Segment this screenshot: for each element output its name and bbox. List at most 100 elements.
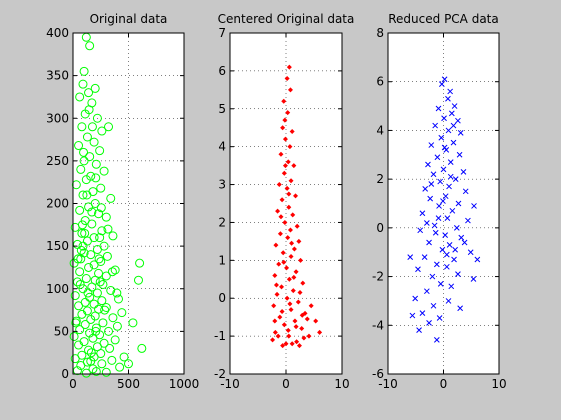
data-point [97,296,107,306]
data-point [286,333,292,339]
data-point [288,307,294,313]
data-point [433,337,440,343]
data-point [438,134,445,141]
data-point [128,318,138,328]
data-point [452,246,459,253]
data-point [444,215,451,221]
data-point [446,242,453,248]
data-point [81,368,91,378]
data-point [87,207,97,217]
data-point [78,241,88,251]
y-tick-label: 6 [218,64,226,78]
data-point [417,227,424,234]
x-tick-label: -10 [220,377,240,391]
data-point [273,242,279,248]
data-point [423,220,430,226]
data-point [297,290,303,296]
data-point [75,267,85,277]
chart-title: Centered Original data [218,12,355,26]
data-point [124,359,133,369]
x-tick-label: 10 [491,377,506,391]
data-point [92,113,102,123]
data-point [280,250,286,256]
data-point [73,254,83,264]
data-point [95,233,105,243]
y-tick-label: 1 [218,253,226,267]
data-point [294,339,300,345]
data-point [282,117,288,123]
data-point [137,343,147,353]
data-point [287,87,293,93]
y-tick-label: 200 [46,197,69,211]
data-point [421,254,428,260]
data-point [296,238,302,244]
data-point [446,183,452,190]
data-point [97,226,107,236]
data-point [280,125,286,131]
data-point [299,326,305,332]
data-point [273,282,279,288]
data-point [416,327,422,334]
data-point [422,186,429,192]
data-point [75,205,85,215]
data-point [286,204,292,210]
data-point [458,234,465,241]
y-tick-label: 2 [376,172,384,186]
data-point [110,265,120,275]
y-tick-label: 8 [376,26,384,40]
chart-title: Reduced PCA data [388,12,498,26]
data-point [432,122,439,129]
data-point [81,175,91,185]
data-point [71,318,81,328]
data-point [449,207,456,214]
y-tick-label: 400 [46,26,69,40]
data-point [451,256,457,263]
data-point [317,329,323,335]
data-point [74,141,84,151]
y-tick-label: 0 [61,367,69,381]
data-point [80,320,90,330]
data-point [77,220,87,230]
data-point [279,284,285,290]
data-point [107,267,117,277]
y-tick-label: 4 [218,140,226,154]
data-point [284,185,290,191]
data-point [284,75,290,81]
data-point [272,329,278,335]
data-point [278,214,284,220]
data-point [275,333,281,339]
data-point [293,269,299,275]
data-point [287,301,293,307]
data-point [289,129,295,135]
data-point [450,122,457,129]
data-point [296,343,302,349]
data-point [94,209,104,219]
data-point [92,245,102,255]
data-point [278,151,284,157]
data-point [470,276,477,282]
data-point [287,227,293,233]
data-point [279,197,285,203]
data-point [84,105,94,115]
data-point [102,251,112,261]
data-point [104,122,114,132]
data-point [462,188,469,195]
data-point [429,273,436,280]
data-point [298,257,304,263]
data-point [70,354,80,364]
data-point [94,254,104,264]
data-point [82,190,92,200]
plot-area [230,33,342,374]
data-point [471,203,477,209]
x-tick-label: 1000 [169,377,200,391]
data-point [442,193,449,200]
data-point [276,261,282,267]
data-point [286,64,292,70]
data-point [101,367,111,377]
data-point [91,159,101,169]
data-point [447,159,454,165]
data-point [285,159,291,165]
data-point [426,239,432,246]
